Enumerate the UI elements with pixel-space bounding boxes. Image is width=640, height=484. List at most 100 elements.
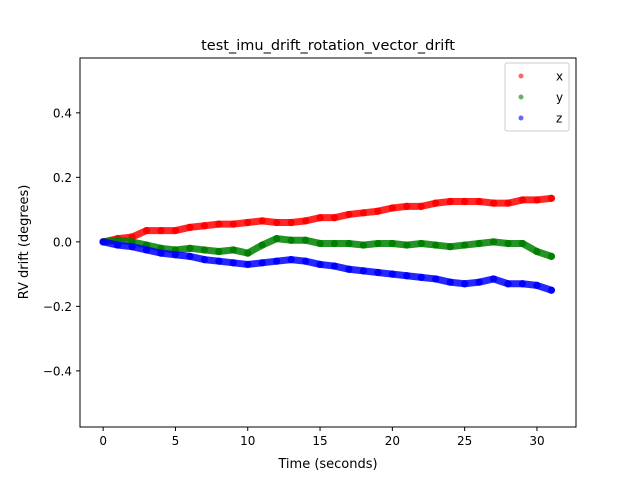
x-tick-label: 15 [312, 434, 327, 448]
legend-label-y: y [556, 91, 563, 105]
data-point-x [403, 202, 411, 210]
data-point-y [388, 239, 396, 248]
data-point-x [446, 197, 454, 206]
data-point-y [547, 252, 556, 260]
data-point-y [504, 239, 512, 248]
data-point-z [359, 267, 368, 275]
data-point-x [273, 218, 281, 227]
data-point-y [316, 239, 324, 248]
data-point-x [388, 204, 396, 212]
data-point-x [533, 196, 541, 204]
data-point-z [547, 286, 556, 294]
data-point-x [432, 199, 440, 207]
y-tick-label: 0.2 [53, 171, 72, 185]
legend-label-x: x [556, 70, 563, 84]
data-point-y [200, 246, 208, 254]
data-point-z [186, 252, 194, 260]
x-tick-label: 30 [529, 434, 544, 448]
plot-area [99, 194, 556, 294]
data-point-y [215, 247, 223, 256]
legend-marker-x [518, 73, 524, 79]
x-axis-label: Time (seconds) [277, 457, 377, 472]
data-point-x [374, 207, 382, 215]
data-point-z [330, 262, 339, 270]
data-point-z [128, 243, 136, 251]
y-tick-label: 0.0 [53, 235, 72, 249]
data-point-x [330, 214, 339, 222]
data-point-y [287, 236, 295, 244]
x-axis-ticks: 0 5 10 15 20 25 30 [99, 427, 545, 448]
data-point-z [489, 275, 498, 283]
data-point-z [518, 280, 527, 288]
data-point-y [359, 241, 368, 249]
data-point-x [359, 209, 368, 217]
data-point-z [504, 280, 512, 288]
legend-marker-z [518, 115, 524, 121]
data-point-z [171, 251, 180, 259]
data-point-x [316, 214, 324, 222]
data-point-y [229, 246, 237, 254]
data-point-z [374, 268, 382, 277]
data-point-z [157, 249, 165, 257]
legend-label-z: z [556, 112, 562, 126]
data-point-z [432, 275, 440, 283]
data-point-z [99, 238, 107, 246]
data-point-z [316, 260, 324, 269]
data-point-x [200, 222, 208, 230]
y-tick-label: −0.2 [43, 300, 72, 314]
data-point-z [273, 257, 281, 265]
data-point-z [200, 255, 208, 264]
data-point-y [533, 247, 541, 256]
data-point-x [258, 217, 266, 225]
data-point-y [273, 235, 281, 243]
y-axis-ticks: −0.4 −0.2 0.0 0.2 0.4 [43, 106, 80, 378]
data-point-x [489, 199, 498, 207]
data-point-z [461, 280, 469, 288]
series-x [99, 194, 556, 246]
x-tick-label: 5 [172, 434, 180, 448]
data-point-x [345, 210, 353, 219]
legend: xyz [504, 62, 570, 132]
data-point-y [244, 249, 252, 257]
data-point-y [258, 241, 266, 249]
data-point-z [142, 246, 151, 254]
data-point-y [489, 238, 498, 246]
data-point-z [446, 278, 454, 286]
data-point-y [374, 239, 382, 248]
data-point-z [475, 278, 483, 286]
data-point-y [417, 239, 425, 248]
data-point-y [330, 239, 339, 248]
data-point-x [171, 226, 180, 235]
data-point-x [518, 196, 527, 204]
data-point-z [287, 255, 295, 264]
data-point-z [301, 257, 310, 265]
data-point-y [345, 239, 353, 248]
chart-title: test_imu_drift_rotation_vector_drift [201, 38, 455, 54]
data-point-x [142, 226, 151, 235]
data-point-z [403, 272, 411, 280]
data-point-y [186, 244, 194, 252]
legend-frame [504, 62, 570, 132]
data-point-x [547, 194, 556, 202]
data-point-x [229, 220, 237, 228]
data-point-z [113, 241, 122, 249]
data-point-z [388, 270, 396, 278]
data-point-z [229, 259, 237, 267]
legend-marker-y [518, 94, 524, 100]
y-axis-label: RV drift (degrees) [17, 185, 32, 300]
data-point-x [215, 220, 223, 228]
data-point-y [446, 243, 454, 251]
data-point-z [215, 257, 223, 265]
data-point-x [244, 218, 252, 227]
series-x-trace [99, 194, 555, 246]
data-point-y [518, 239, 527, 248]
data-point-y [403, 241, 411, 249]
data-point-x [475, 197, 483, 206]
x-tick-label: 20 [385, 434, 400, 448]
data-point-y [461, 241, 469, 249]
data-point-x [461, 197, 469, 206]
data-point-x [504, 199, 512, 207]
data-point-z [244, 260, 252, 269]
x-tick-label: 10 [240, 434, 255, 448]
